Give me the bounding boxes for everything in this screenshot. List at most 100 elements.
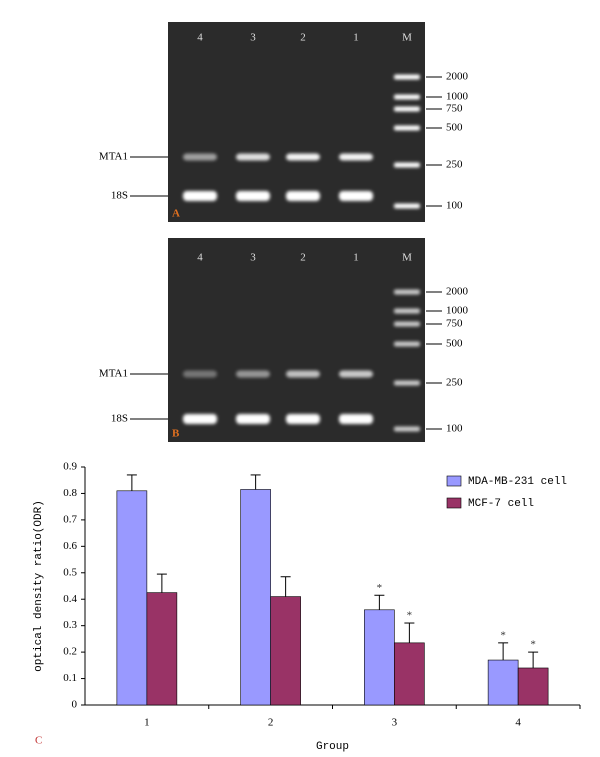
- gel-band: [286, 191, 320, 201]
- gel-band: [183, 153, 217, 161]
- marker-band: [394, 321, 420, 327]
- gel-band: [286, 414, 320, 424]
- gel-image: [168, 22, 425, 222]
- error-bar: [374, 594, 385, 610]
- marker-band: [394, 106, 420, 112]
- bar: [487, 659, 519, 706]
- bar: [146, 592, 178, 706]
- marker-label: 750: [446, 103, 463, 115]
- gel-band: [339, 191, 373, 201]
- y-tick-label: 0.2: [63, 646, 77, 658]
- gel-band: [183, 370, 217, 378]
- error-bar: [404, 622, 415, 643]
- y-tick-label: 0.1: [63, 672, 77, 684]
- gel-band: [183, 414, 217, 424]
- gel-band: [236, 370, 270, 378]
- error-bar: [498, 642, 509, 661]
- gel-band: [339, 153, 373, 161]
- marker-band: [394, 380, 420, 386]
- y-tick-label: 0.8: [63, 487, 77, 499]
- error-bar: [250, 474, 261, 490]
- gel-band: [236, 414, 270, 424]
- gel-image: [168, 238, 425, 442]
- x-tick-label: 4: [515, 717, 521, 729]
- lane-label: 3: [250, 32, 256, 44]
- marker-band: [394, 94, 420, 100]
- marker-label: 500: [446, 338, 463, 350]
- marker-band: [394, 341, 420, 347]
- bar: [394, 642, 425, 706]
- y-tick-label: 0.4: [63, 593, 77, 605]
- legend-label: MCF-7 cell: [468, 498, 534, 510]
- error-bar: [528, 651, 539, 668]
- gel-band: [236, 153, 270, 161]
- gel-band: [286, 370, 320, 378]
- marker-label: 250: [446, 377, 463, 389]
- significance-mark: *: [377, 582, 383, 594]
- significance-mark: *: [530, 639, 536, 651]
- panel-letter: C: [35, 735, 42, 747]
- error-bar: [126, 474, 137, 491]
- marker-band: [394, 308, 420, 314]
- bar: [270, 596, 301, 706]
- lane-label: 2: [300, 252, 306, 264]
- marker-label: 2000: [446, 286, 469, 298]
- band-label: MTA1: [99, 368, 128, 380]
- marker-label: 1000: [446, 305, 469, 317]
- bar-chart: 0 0.1 0.2 0.3 0.4 0.5 0.6 0.7 0.8 0.9 optical dens…: [33, 461, 581, 753]
- significance-mark: *: [500, 629, 506, 641]
- lane-label: 4: [197, 32, 203, 44]
- lane-label: 4: [197, 252, 203, 264]
- bar: [116, 490, 148, 706]
- y-tick-label: 0.7: [63, 513, 77, 525]
- y-tick-label: 0.9: [63, 461, 77, 473]
- y-tick-label: 0.6: [63, 540, 77, 552]
- panel-letter: A: [172, 208, 180, 220]
- lane-label: M: [402, 32, 412, 44]
- legend-label: MDA-MB-231 cell: [468, 476, 567, 488]
- lane-label: 1: [353, 32, 359, 44]
- gel-band: [236, 191, 270, 201]
- lane-label: 2: [300, 32, 306, 44]
- marker-label: 250: [446, 159, 463, 171]
- error-bar: [280, 576, 291, 597]
- band-label: 18S: [111, 190, 128, 202]
- marker-label: 100: [446, 200, 463, 212]
- legend-swatch: [446, 475, 462, 487]
- gel-band: [339, 370, 373, 378]
- lane-label: M: [402, 252, 412, 264]
- y-axis-label: optical density ratio(ODR): [33, 500, 45, 672]
- x-tick-label: 1: [144, 717, 150, 729]
- marker-band: [394, 74, 420, 80]
- marker-label: 1000: [446, 91, 469, 103]
- gel-band: [183, 191, 217, 201]
- y-tick-label: 0.5: [63, 566, 77, 578]
- lane-label: 1: [353, 252, 359, 264]
- bar: [517, 667, 549, 706]
- y-tick-label: 0: [72, 699, 78, 711]
- marker-label: 100: [446, 423, 463, 435]
- marker-band: [394, 203, 420, 209]
- band-label: MTA1: [99, 151, 128, 163]
- gel-band: [339, 414, 373, 424]
- legend-swatch: [446, 497, 462, 509]
- y-tick-label: 0.3: [63, 619, 77, 631]
- panel-letter: B: [172, 428, 180, 440]
- bar: [364, 609, 395, 706]
- gel-band: [286, 153, 320, 161]
- bar: [240, 489, 271, 706]
- error-bar: [156, 573, 167, 593]
- marker-band: [394, 426, 420, 432]
- x-tick-label: 2: [268, 717, 274, 729]
- lane-label: 3: [250, 252, 256, 264]
- marker-label: 500: [446, 122, 463, 134]
- x-tick-label: 3: [392, 717, 398, 729]
- x-axis-label: Group: [316, 741, 349, 753]
- marker-band: [394, 289, 420, 295]
- significance-mark: *: [407, 610, 413, 622]
- band-label: 18S: [111, 413, 128, 425]
- marker-band: [394, 162, 420, 168]
- marker-label: 750: [446, 318, 463, 330]
